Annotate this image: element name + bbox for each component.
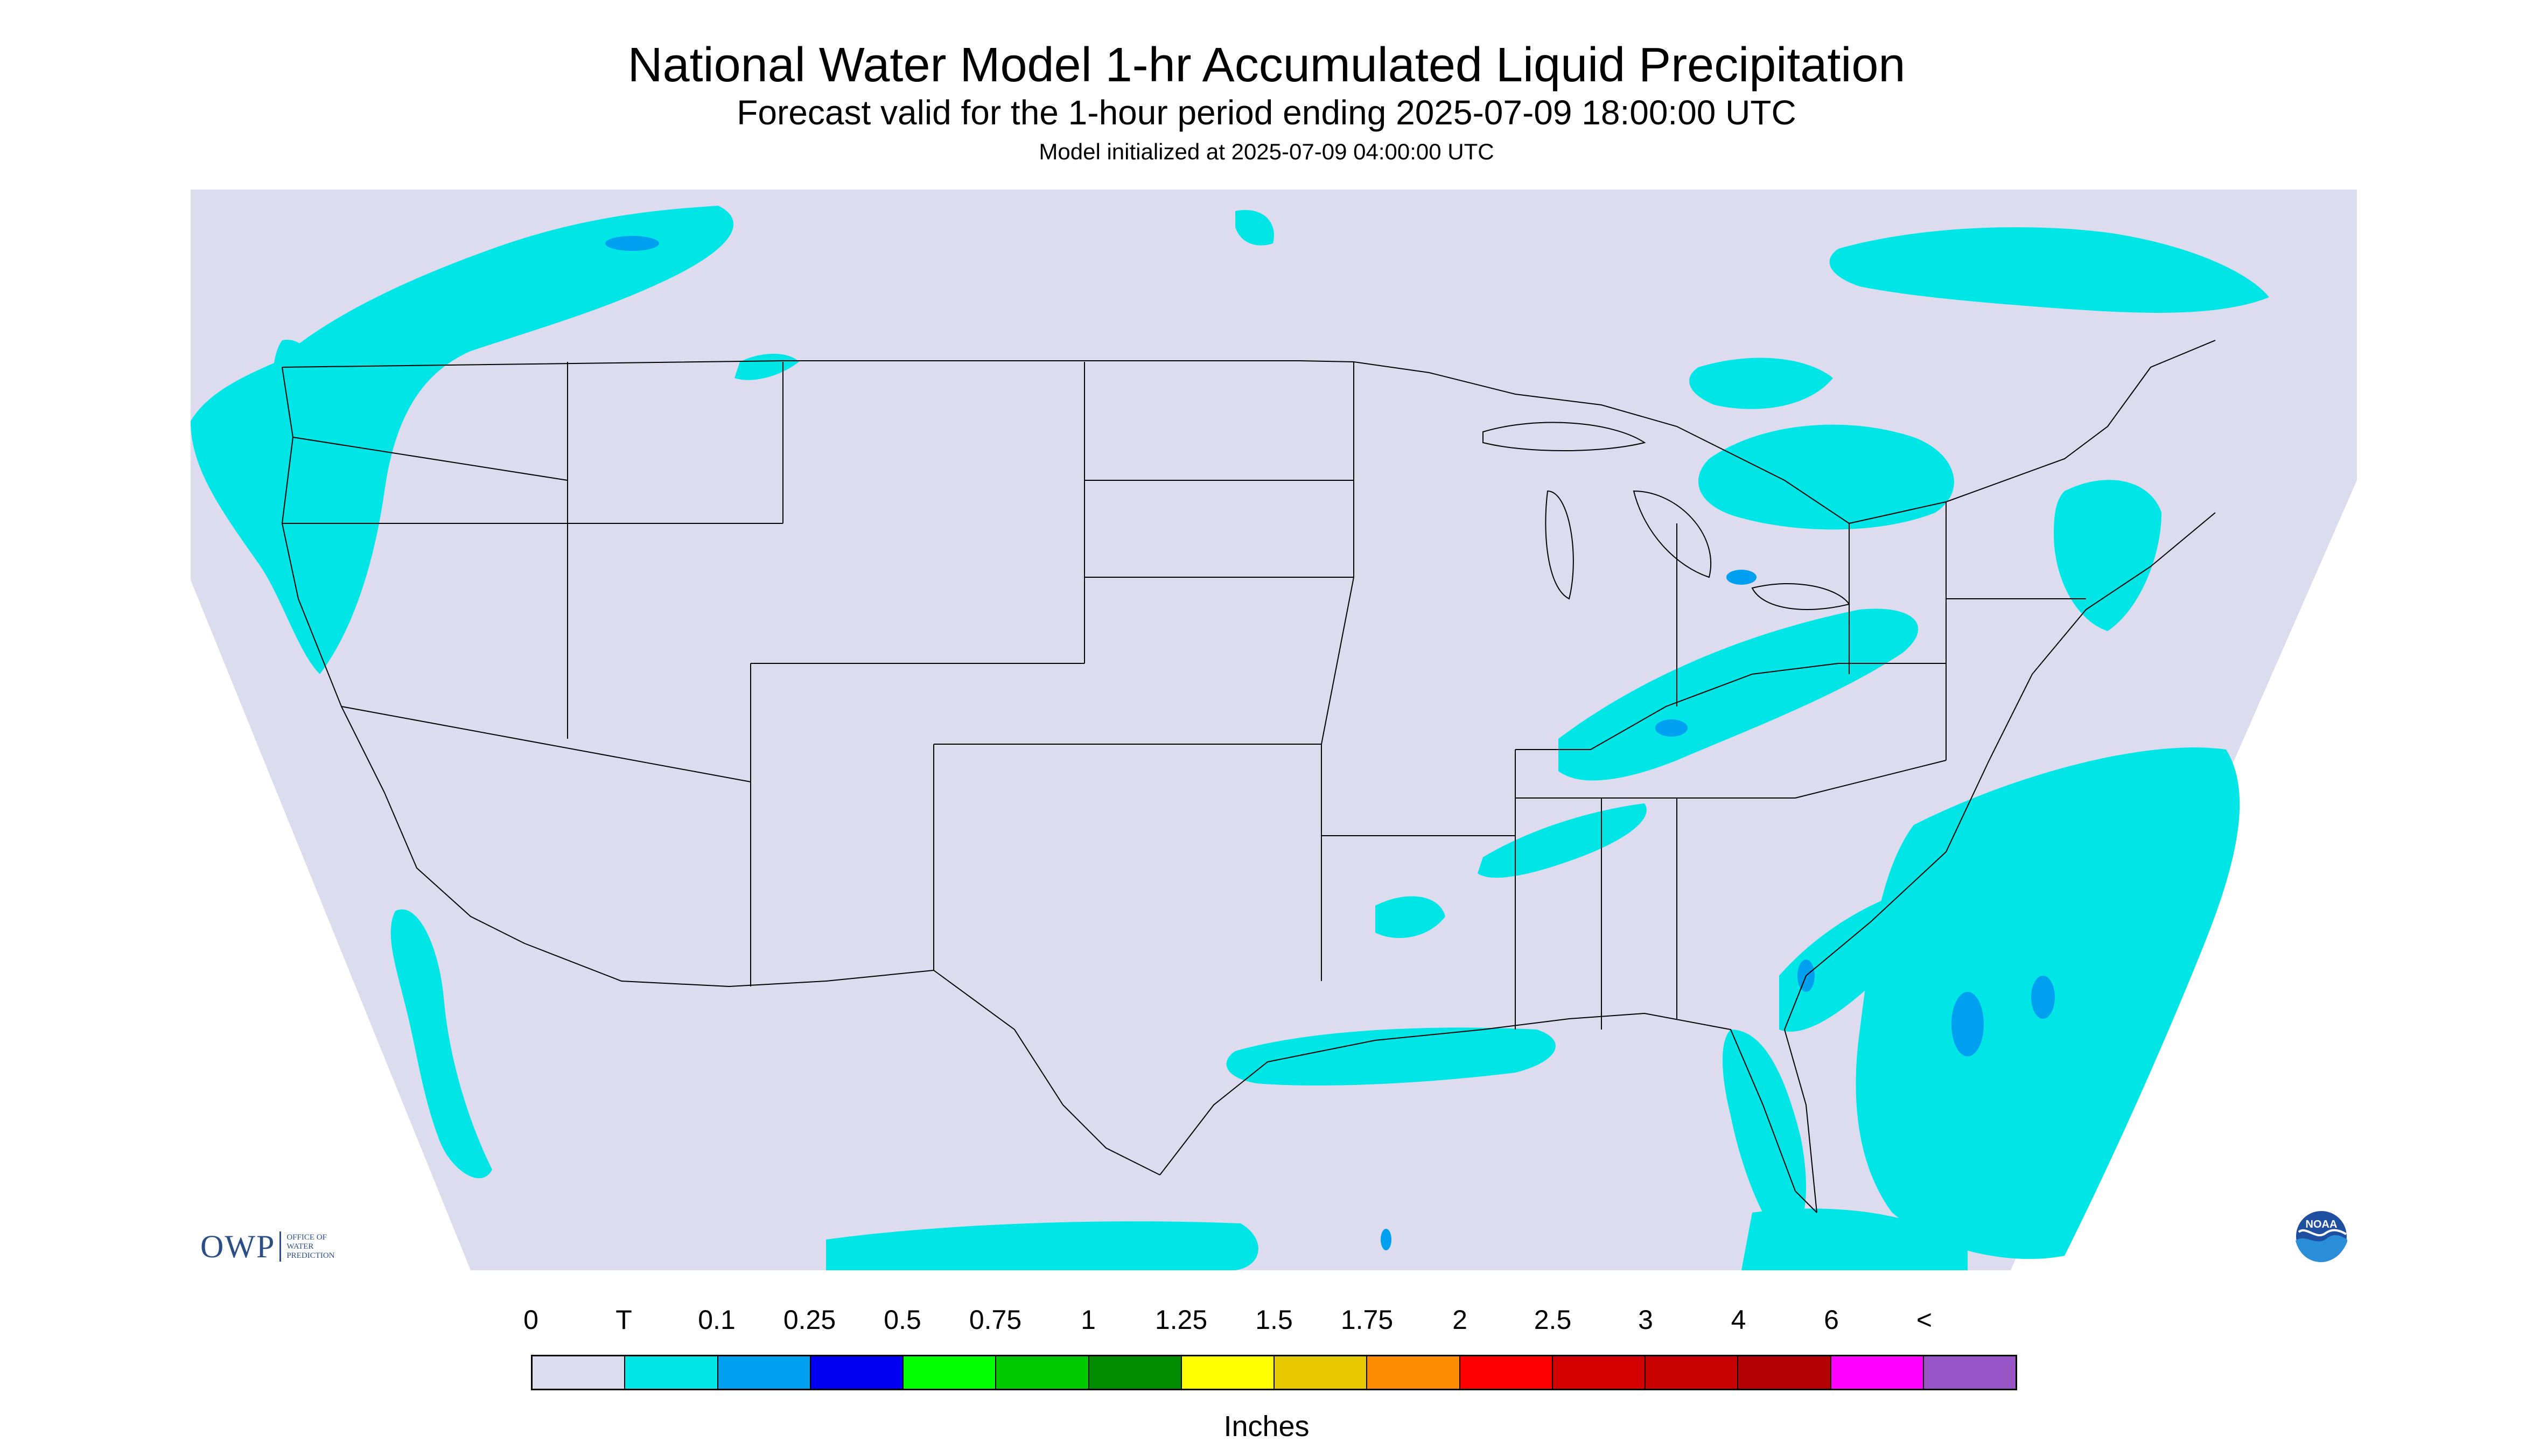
precip-southern-california xyxy=(390,909,492,1179)
canada-us-border xyxy=(282,340,2216,524)
legend-label: 0.5 xyxy=(884,1305,921,1335)
political-boundaries xyxy=(281,340,2216,1213)
legend-label: 2 xyxy=(1452,1305,1467,1335)
legend-swatch xyxy=(1738,1356,1831,1389)
owp-sub-line: WATER xyxy=(286,1242,314,1251)
legend-units: Inches xyxy=(1223,1410,1310,1443)
legend-label: 1.25 xyxy=(1154,1305,1208,1335)
legend-label: 1.5 xyxy=(1255,1305,1293,1335)
legend-swatch xyxy=(810,1356,904,1389)
legend-swatch xyxy=(625,1356,718,1389)
precip-quebec-north xyxy=(1829,227,2269,313)
legend-label: 6 xyxy=(1824,1305,1839,1335)
owp-logo-divider xyxy=(279,1231,282,1262)
precip-pacific-northwest xyxy=(191,206,734,674)
state-lines-west xyxy=(282,362,1354,986)
owp-sub-line: OFFICE OF xyxy=(286,1233,327,1242)
legend-label: 0 xyxy=(523,1305,538,1335)
legend-label: 0.25 xyxy=(783,1305,836,1335)
precip-gulf-coast xyxy=(1226,1027,1556,1086)
legend-label: 3 xyxy=(1638,1305,1653,1335)
legend-swatch xyxy=(1367,1356,1460,1389)
owp-logo-text: OWP xyxy=(200,1228,276,1264)
legend-swatch xyxy=(718,1356,811,1389)
legend-swatch xyxy=(1646,1356,1739,1389)
owp-logo-subtext: OFFICE OF WATER PREDICTION xyxy=(286,1233,334,1261)
owp-logo: OWP OFFICE OF WATER PREDICTION xyxy=(200,1229,335,1264)
legend-swatch xyxy=(1181,1356,1275,1389)
legend-swatch xyxy=(1923,1356,2016,1389)
legend-swatch xyxy=(1275,1356,1368,1389)
map-subtitle: Forecast valid for the 1-hour period end… xyxy=(737,93,1796,132)
precip-caribbean xyxy=(1741,1208,1968,1270)
east-coastline xyxy=(1783,512,2216,1213)
model-init-line: Model initialized at 2025-07-09 04:00:00… xyxy=(1039,139,1494,164)
legend-label: 1 xyxy=(1081,1305,1096,1335)
legend-label: 2.5 xyxy=(1534,1305,1572,1335)
legend-swatch xyxy=(533,1356,626,1389)
noaa-logo-icon: NOAA xyxy=(2295,1210,2348,1263)
precip-tennessee-band xyxy=(1478,803,1647,878)
precip-northeast xyxy=(2054,480,2161,631)
precip-mexico-south xyxy=(826,1221,1258,1270)
legend-colorbar xyxy=(531,1355,2017,1390)
gulf-coastline xyxy=(1159,1012,1817,1213)
legend-labels: 0 T 0.1 0.25 0.5 0.75 1 1.25 1.5 1.75 2 2.5 3 4 6 < xyxy=(0,1304,2533,1342)
legend-label: 0.75 xyxy=(969,1305,1022,1335)
precipitation-map xyxy=(191,190,2357,1270)
owp-sub-line: PREDICTION xyxy=(286,1251,335,1260)
legend-swatch xyxy=(996,1356,1089,1389)
precip-mississippi xyxy=(1375,896,1445,938)
legend-label: < xyxy=(1916,1305,1933,1335)
precip-upper-plains-canada xyxy=(1235,210,1274,246)
state-lines-central xyxy=(933,362,1795,1030)
precip-florida xyxy=(1723,1030,1806,1245)
precip-ohio-valley xyxy=(1558,608,1919,781)
state-lines-east xyxy=(1515,502,2086,799)
legend-label: T xyxy=(615,1305,632,1335)
legend-label: 0.1 xyxy=(698,1305,736,1335)
great-lakes xyxy=(1482,422,1850,610)
precip-east-coast-front xyxy=(1779,890,1925,1032)
precip-lake-superior xyxy=(1689,358,1833,409)
legend-label: 4 xyxy=(1731,1305,1746,1335)
map-title: National Water Model 1-hr Accumulated Li… xyxy=(627,38,1906,92)
legend-label: 1.75 xyxy=(1340,1305,1394,1335)
legend-swatch xyxy=(1089,1356,1182,1389)
precip-ontario xyxy=(1698,424,1954,530)
legend-swatch xyxy=(1552,1356,1646,1389)
noaa-logo-text: NOAA xyxy=(2306,1219,2338,1230)
legend-swatch xyxy=(904,1356,997,1389)
legend-swatch xyxy=(1831,1356,1924,1389)
legend-swatch xyxy=(1460,1356,1553,1389)
